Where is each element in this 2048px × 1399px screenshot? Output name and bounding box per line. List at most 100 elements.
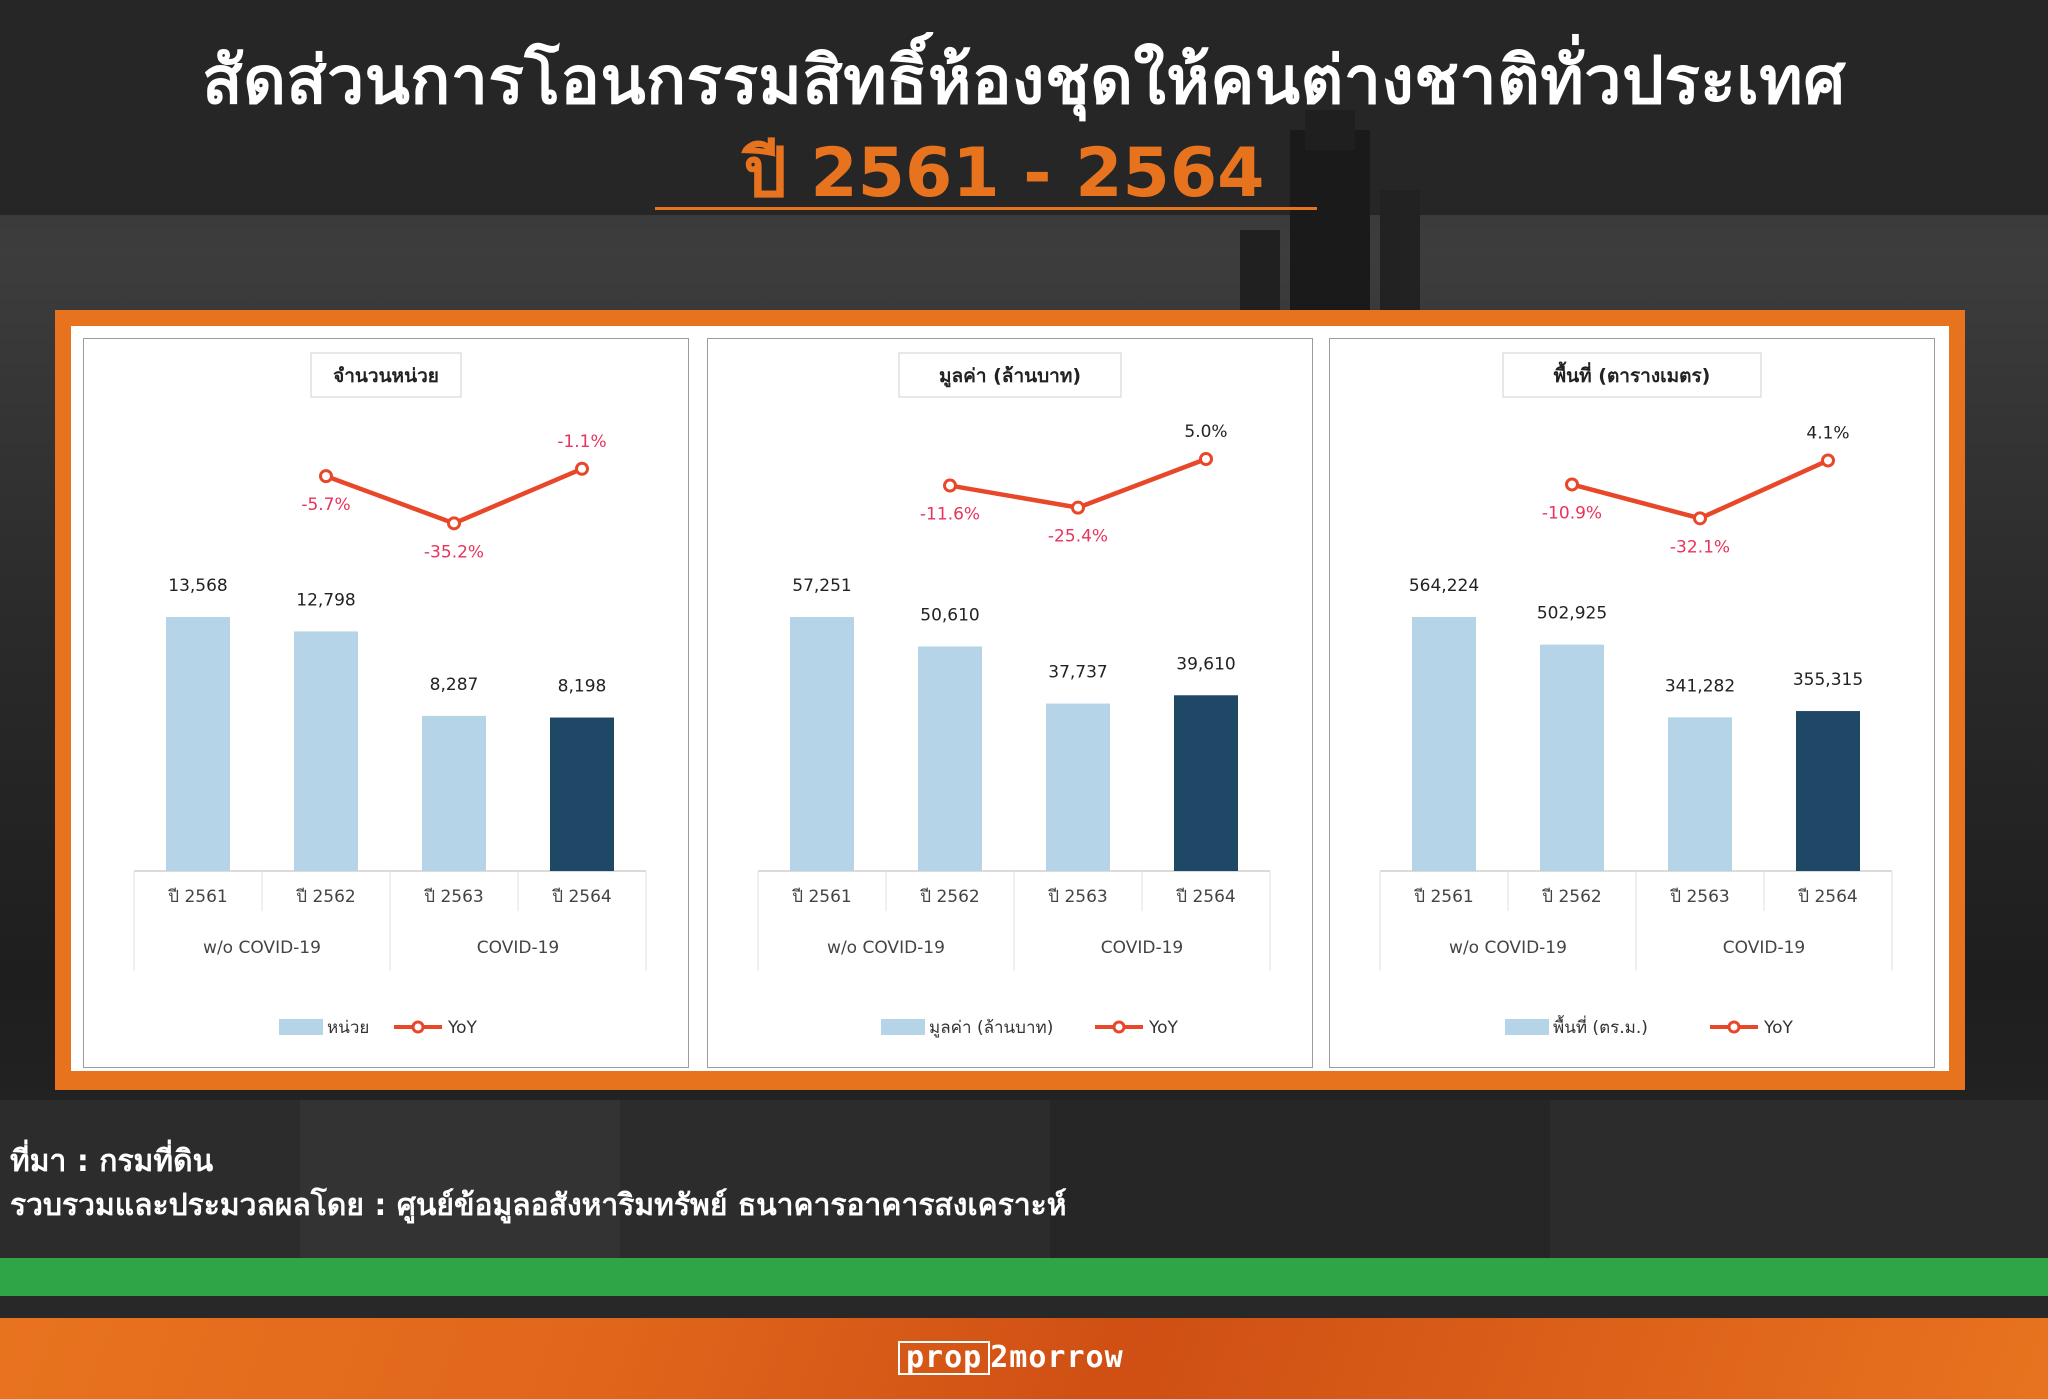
chart-title: จำนวนหน่วย — [333, 365, 439, 387]
orange-band — [0, 1318, 2048, 1399]
chart-title: พื้นที่ (ตารางเมตร) — [1554, 361, 1711, 387]
bar-value-label: 39,610 — [1176, 654, 1235, 674]
source-line: ที่มา : กรมที่ดิน — [10, 1144, 214, 1179]
bar — [790, 617, 854, 871]
bar — [1174, 695, 1238, 871]
legend-label-bars: มูลค่า (ล้านบาท) — [929, 1018, 1053, 1038]
chart-title-box — [1502, 352, 1762, 398]
bar-value-label: 50,610 — [920, 605, 979, 625]
yoy-point — [1071, 500, 1085, 515]
bar-value-label: 12,798 — [296, 590, 355, 610]
yoy-value-label: -35.2% — [424, 542, 484, 562]
x-tick-label: ปี 2563 — [423, 887, 483, 907]
bar — [918, 646, 982, 871]
yoy-point — [1821, 453, 1835, 468]
yoy-value-label: -10.9% — [1542, 503, 1602, 523]
yoy-point — [447, 516, 461, 531]
bar — [422, 715, 486, 871]
group-label: w/o COVID-19 — [827, 938, 945, 958]
yoy-point — [1199, 452, 1213, 466]
chart-panel-units: จำนวนหน่วย 13,568 ปี 2561 12,798 ปี 2562 8,28… — [83, 338, 689, 1068]
bar-value-label: 37,737 — [1048, 663, 1107, 683]
bar — [1796, 711, 1860, 871]
chart-title-box — [898, 352, 1122, 398]
yoy-point — [943, 478, 957, 493]
yoy-point — [319, 469, 333, 484]
legend-marker-yoy — [1727, 1020, 1741, 1034]
bar — [1046, 703, 1110, 871]
yoy-value-label: -11.6% — [920, 505, 980, 525]
bar-value-label: 564,224 — [1409, 576, 1479, 596]
x-tick-label: ปี 2561 — [1413, 887, 1473, 907]
legend-swatch-bars — [881, 1019, 925, 1035]
x-tick-label: ปี 2563 — [1669, 887, 1729, 907]
yoy-value-label: -32.1% — [1670, 537, 1730, 557]
bar-value-label: 502,925 — [1537, 604, 1607, 624]
bar — [550, 717, 614, 871]
group-label: COVID-19 — [1101, 938, 1183, 958]
charts-frame: จำนวนหน่วย 13,568 ปี 2561 12,798 ปี 2562 8,28… — [55, 310, 1965, 1090]
yoy-value-label: -25.4% — [1048, 527, 1108, 547]
yoy-point — [1693, 511, 1707, 526]
bar — [1412, 617, 1476, 871]
source-note: ที่มา : กรมที่ดิน รวบรวมและประมวลผลโดย :… — [10, 1140, 1067, 1228]
x-tick-label: ปี 2562 — [1541, 887, 1601, 907]
chart-title-box — [310, 352, 462, 398]
x-tick-label: ปี 2562 — [919, 887, 979, 907]
brand-logo: prop 2morrow — [898, 1340, 1138, 1376]
chart-title: มูลค่า (ล้านบาท) — [939, 365, 1081, 388]
bar — [294, 631, 358, 871]
bar-value-label: 57,251 — [792, 576, 851, 596]
bar — [1540, 644, 1604, 871]
title-underline — [655, 207, 1317, 210]
yoy-point — [575, 461, 589, 476]
legend-swatch-bars — [1505, 1019, 1549, 1035]
yoy-value-label: -1.1% — [557, 432, 606, 452]
logo-suffix: 2morrow — [990, 1340, 1124, 1375]
chart-units: จำนวนหน่วย 13,568 ปี 2561 12,798 ปี 2562 8,28… — [133, 352, 647, 1038]
group-label: w/o COVID-19 — [1449, 938, 1567, 958]
x-tick-label: ปี 2563 — [1047, 887, 1107, 907]
page-title: สัดส่วนการโอนกรรมสิทธิ์ห้องชุดให้คนต่างช… — [202, 42, 1846, 119]
legend-marker-yoy — [1112, 1020, 1126, 1034]
legend-label-yoy: YoY — [1148, 1018, 1179, 1038]
x-tick-label: ปี 2561 — [791, 887, 851, 907]
bar — [166, 617, 230, 871]
yoy-point — [1565, 477, 1579, 492]
yoy-value-label: 4.1% — [1806, 423, 1849, 443]
x-tick-label: ปี 2564 — [551, 887, 611, 907]
chart-area: พื้นที่ (ตารางเมตร) 564,224 ปี 2561 502,925… — [1379, 352, 1893, 1038]
bar-value-label: 8,198 — [558, 677, 607, 697]
legend-label-bars: หน่วย — [327, 1018, 369, 1038]
compiled-by-line: รวบรวมและประมวลผลโดย : ศูนย์ข้อมูลอสังหา… — [10, 1188, 1067, 1223]
yoy-line — [325, 466, 583, 526]
header: สัดส่วนการโอนกรรมสิทธิ์ห้องชุดให้คนต่างช… — [0, 0, 2048, 215]
bar-value-label: 8,287 — [430, 675, 479, 695]
charts-container: จำนวนหน่วย 13,568 ปี 2561 12,798 ปี 2562 8,28… — [71, 326, 1949, 1071]
group-label: w/o COVID-19 — [203, 938, 321, 958]
logo-prefix: prop — [898, 1341, 991, 1375]
yoy-value-label: 5.0% — [1184, 422, 1227, 442]
group-label: COVID-19 — [477, 938, 559, 958]
legend-label-bars: พื้นที่ (ตร.ม.) — [1553, 1015, 1648, 1038]
legend-label-yoy: YoY — [447, 1018, 478, 1038]
legend-marker-yoy — [411, 1020, 425, 1034]
chart-panel-value: มูลค่า (ล้านบาท) 57,251 ปี 2561 50,610 ปี 25… — [707, 338, 1313, 1068]
page-subtitle: ปี 2561 - 2564 — [743, 134, 1265, 213]
x-tick-label: ปี 2564 — [1175, 887, 1235, 907]
bar — [1668, 717, 1732, 871]
yoy-value-label: -5.7% — [301, 495, 350, 515]
group-label: COVID-19 — [1723, 938, 1805, 958]
x-tick-label: ปี 2564 — [1797, 887, 1857, 907]
bar-value-label: 13,568 — [168, 576, 227, 596]
bar-value-label: 355,315 — [1793, 670, 1863, 690]
legend-label-yoy: YoY — [1763, 1018, 1794, 1038]
x-tick-label: ปี 2561 — [167, 887, 227, 907]
yoy-line — [1571, 458, 1829, 521]
legend-swatch-bars — [279, 1019, 323, 1035]
green-band — [0, 1258, 2048, 1296]
chart-panel-area: พื้นที่ (ตารางเมตร) 564,224 ปี 2561 502,925… — [1329, 338, 1935, 1068]
yoy-line — [949, 456, 1207, 510]
bar-value-label: 341,282 — [1665, 676, 1735, 696]
